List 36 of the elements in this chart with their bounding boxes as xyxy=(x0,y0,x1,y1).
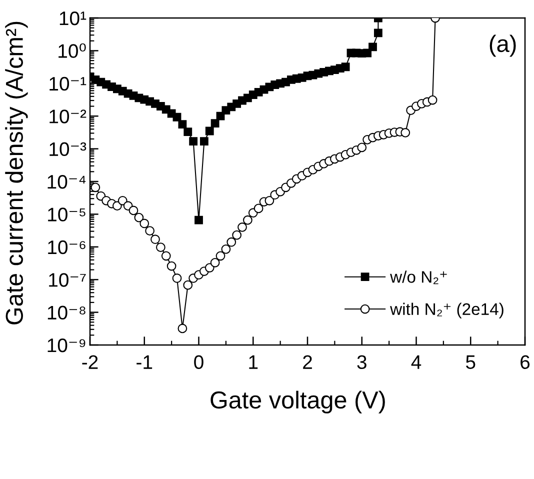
y-tick-label: 10⁻³ xyxy=(50,142,86,156)
point xyxy=(341,62,350,72)
x-axis-title: Gate voltage (V) xyxy=(210,390,385,414)
y-tick-label: 10⁻⁷ xyxy=(49,273,86,287)
legend-label: with N₂⁺ (2e14) xyxy=(390,302,504,318)
y-tick-label: 10⁻⁹ xyxy=(48,338,86,352)
annotation: (a) xyxy=(490,34,516,57)
y-tick-label: 10⁻⁶ xyxy=(48,240,86,254)
point xyxy=(194,216,203,224)
y-tick-label: 10⁻² xyxy=(50,110,86,124)
y-tick-label: 10¹ xyxy=(60,11,86,26)
x-tick-label: 5 xyxy=(466,355,476,370)
x-tick-label: 4 xyxy=(411,355,422,369)
x-tick-label: 1 xyxy=(249,355,258,369)
y-tick-label: 10⁰ xyxy=(58,43,86,58)
x-tick-label: 2 xyxy=(303,355,312,369)
x-tick-label: 6 xyxy=(520,355,530,370)
x-tick-label: -1 xyxy=(136,355,152,369)
point xyxy=(205,126,214,136)
x-tick-label: 0 xyxy=(194,355,204,370)
point xyxy=(200,137,208,146)
point xyxy=(178,120,187,129)
y-axis-title: Gate current density (A/cm²) xyxy=(5,22,28,324)
x-tick-label: 3 xyxy=(357,355,366,370)
point xyxy=(184,128,192,136)
point xyxy=(210,119,220,128)
point xyxy=(172,112,182,122)
point xyxy=(374,28,382,38)
x-tick-label: -2 xyxy=(82,355,98,369)
y-tick-label: 10⁻⁴ xyxy=(48,174,86,189)
legend-label: w/o N₂⁺ xyxy=(390,270,447,284)
y-tick-label: 10⁻¹ xyxy=(50,76,86,91)
point xyxy=(189,137,198,146)
point xyxy=(368,42,377,52)
y-tick-label: 10⁻⁵ xyxy=(48,208,86,222)
y-tick-label: 10⁻⁸ xyxy=(48,306,86,320)
